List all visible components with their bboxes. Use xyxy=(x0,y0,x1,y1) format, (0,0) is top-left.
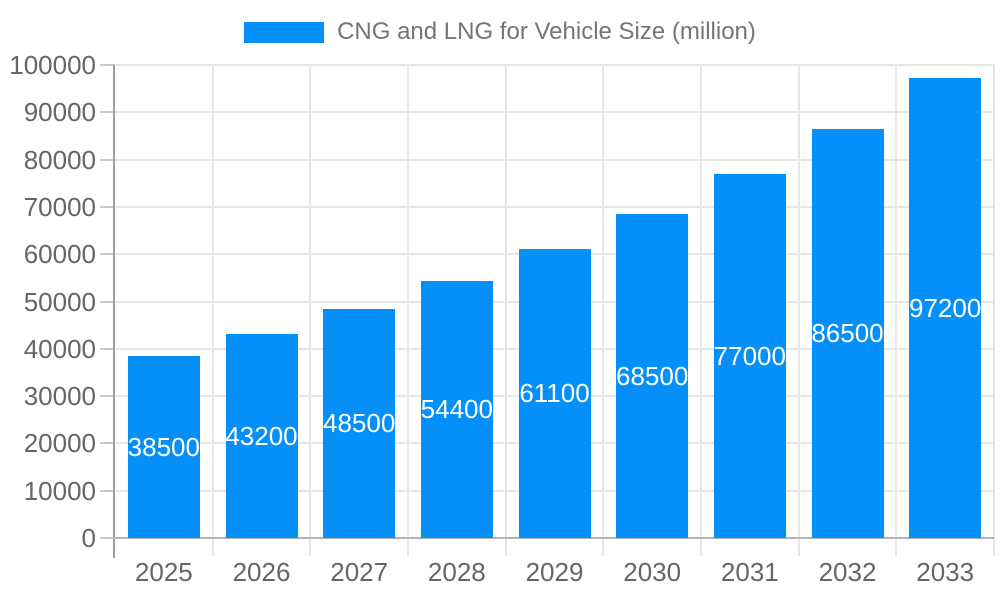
x-tick-label: 2031 xyxy=(720,557,779,587)
bar xyxy=(127,355,200,538)
legend-label: CNG and LNG for Vehicle Size (million) xyxy=(337,18,756,45)
y-tick xyxy=(100,205,115,208)
bar-value-label: 43200 xyxy=(225,420,298,451)
bar xyxy=(713,173,786,538)
x-axis-line xyxy=(113,537,994,539)
y-tick xyxy=(100,64,115,66)
legend[interactable]: CNG and LNG for Vehicle Size (million) xyxy=(0,16,1000,48)
bar xyxy=(909,78,982,538)
y-tick-label: 30000 xyxy=(23,381,96,412)
y-tick xyxy=(100,395,115,398)
bar-value-label: 61100 xyxy=(519,378,590,409)
y-axis-line xyxy=(113,65,115,558)
y-tick-label: 10000 xyxy=(23,475,96,506)
bar-value-label: 48500 xyxy=(323,408,396,439)
y-tick xyxy=(100,442,115,445)
h-gridline xyxy=(115,158,994,161)
bar-value-label: 54400 xyxy=(420,394,493,425)
bar xyxy=(616,213,689,538)
v-gridline xyxy=(797,65,800,556)
bar xyxy=(323,308,396,538)
bar xyxy=(811,128,884,538)
v-gridline xyxy=(504,65,507,556)
x-tick-label: 2027 xyxy=(330,557,389,587)
x-tick-label: 2030 xyxy=(623,557,682,587)
h-gridline xyxy=(115,205,994,208)
x-tick-label: 2026 xyxy=(232,557,291,587)
y-tick-label: 50000 xyxy=(23,286,96,317)
y-tick-label: 60000 xyxy=(23,239,96,270)
y-tick-label: 80000 xyxy=(23,144,96,175)
bar xyxy=(420,280,493,538)
legend-swatch-icon xyxy=(244,21,325,43)
bar xyxy=(518,248,591,538)
y-tick xyxy=(100,300,115,303)
v-gridline xyxy=(602,65,605,556)
bar xyxy=(225,333,298,538)
y-tick-label: 40000 xyxy=(23,333,96,364)
y-tick-label: 100000 xyxy=(9,50,96,80)
v-gridline xyxy=(993,65,995,556)
v-gridline xyxy=(211,65,214,556)
x-tick-label: 2028 xyxy=(427,557,486,587)
v-gridline xyxy=(309,65,312,556)
x-tick-label: 2025 xyxy=(134,557,193,587)
h-gridline xyxy=(115,111,994,114)
y-tick xyxy=(100,537,115,539)
bar-value-label: 68500 xyxy=(616,360,689,391)
y-tick xyxy=(100,158,115,161)
bar-value-label: 97200 xyxy=(909,293,982,324)
y-tick xyxy=(100,253,115,256)
y-tick xyxy=(100,489,115,492)
h-gridline xyxy=(115,64,994,66)
x-tick-label: 2033 xyxy=(916,557,975,587)
y-tick-label: 70000 xyxy=(23,191,96,222)
bar-value-label: 77000 xyxy=(713,340,786,371)
y-tick-label: 0 xyxy=(81,523,96,553)
y-tick-label: 90000 xyxy=(23,97,96,128)
v-gridline xyxy=(700,65,702,556)
v-gridline xyxy=(407,65,409,556)
bar-value-label: 86500 xyxy=(811,318,884,349)
x-tick-label: 2032 xyxy=(818,557,877,587)
y-tick xyxy=(100,347,115,350)
y-tick xyxy=(100,111,115,114)
x-tick-label: 2029 xyxy=(525,557,584,587)
y-tick-label: 20000 xyxy=(23,428,96,459)
v-gridline xyxy=(895,65,898,556)
bar-value-label: 38500 xyxy=(127,431,200,462)
